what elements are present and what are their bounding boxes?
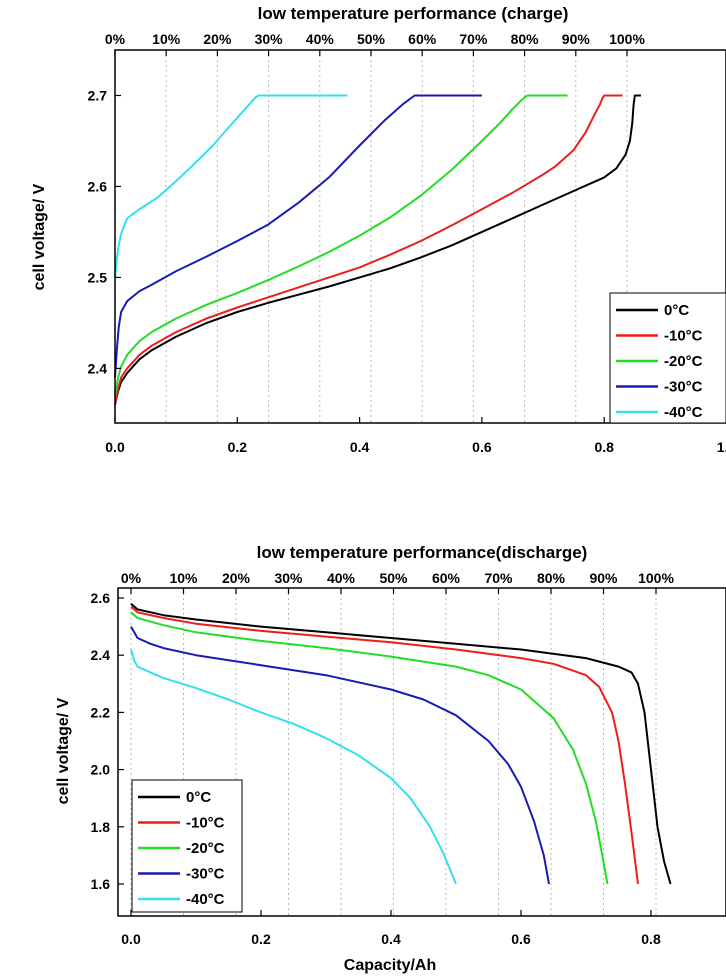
legend-label: -30°C — [664, 379, 703, 396]
series-line — [114, 94, 641, 406]
y-tick-label: 1.8 — [91, 819, 111, 835]
legend-label: -10°C — [186, 815, 225, 832]
top-axis-tick-label: 70% — [484, 570, 513, 586]
x-tick-label: 0.2 — [251, 931, 271, 947]
charge-series — [114, 94, 641, 406]
legend-label: -40°C — [664, 404, 703, 421]
discharge-chart: low temperature performance(discharge) c… — [55, 543, 726, 974]
series-line — [130, 611, 609, 885]
discharge-chart-title: low temperature performance(discharge) — [257, 543, 588, 562]
charge-legend-box — [609, 292, 726, 424]
series-line — [114, 94, 482, 378]
top-axis-tick-label: 80% — [511, 31, 540, 47]
top-axis-tick-label: 0% — [121, 570, 142, 586]
top-axis-tick-label: 70% — [459, 31, 488, 47]
y-tick-label: 2.0 — [91, 762, 111, 778]
y-tick-label: 2.2 — [91, 704, 111, 720]
top-axis-tick-label: 60% — [432, 570, 461, 586]
y-tick-label: 2.5 — [88, 269, 108, 285]
x-tick-label: 0.6 — [472, 439, 492, 455]
series-line — [130, 626, 550, 885]
discharge-legend: 0°C -10°C -20°C -30°C -40°C — [131, 779, 243, 913]
legend-label: -20°C — [186, 840, 225, 857]
top-axis-tick-label: 20% — [222, 570, 251, 586]
top-axis-tick-label: 0% — [105, 31, 126, 47]
top-axis-tick-label: 30% — [255, 31, 284, 47]
series-line — [130, 605, 639, 885]
series-line — [130, 602, 672, 885]
y-tick-label: 2.7 — [88, 87, 108, 103]
top-axis-tick-label: 40% — [327, 570, 356, 586]
series-line — [114, 94, 568, 396]
x-tick-label: 0.8 — [594, 439, 614, 455]
y-tick-label: 2.4 — [91, 647, 111, 663]
discharge-x-axis-label: Capacity/Ah — [344, 957, 436, 974]
top-axis-tick-label: 40% — [306, 31, 335, 47]
y-tick-label: 2.6 — [91, 590, 111, 606]
top-axis-tick-label: 10% — [169, 570, 198, 586]
top-axis-tick-label: 90% — [562, 31, 591, 47]
top-axis-tick-label: 30% — [274, 570, 303, 586]
y-tick-label: 1.6 — [91, 876, 111, 892]
legend-label: -30°C — [186, 866, 225, 883]
top-axis-tick-label: 60% — [408, 31, 437, 47]
x-tick-label: 0.4 — [350, 439, 370, 455]
x-tick-label: 0.6 — [511, 931, 531, 947]
legend-label: -40°C — [186, 891, 225, 908]
charge-grid — [114, 50, 628, 423]
x-tick-label: 0.0 — [121, 931, 141, 947]
top-axis-tick-label: 20% — [203, 31, 232, 47]
series-line — [130, 649, 457, 885]
legend-label: -10°C — [664, 328, 703, 345]
discharge-plot-frame — [117, 587, 726, 917]
top-axis-tick-label: 90% — [589, 570, 618, 586]
charge-chart-title: low temperature performance (charge) — [258, 4, 569, 23]
y-tick-label: 2.6 — [88, 178, 108, 194]
discharge-y-axis-label: cell voltage/ V — [55, 697, 72, 804]
top-axis-tick-label: 10% — [152, 31, 181, 47]
charge-chart: low temperature performance (charge) cel… — [31, 4, 726, 455]
top-axis-tick-label: 80% — [537, 570, 566, 586]
top-axis-tick-label: 50% — [379, 570, 408, 586]
legend-label: -20°C — [664, 353, 703, 370]
y-tick-label: 2.4 — [88, 360, 108, 376]
discharge-series — [130, 602, 672, 885]
top-axis-tick-label: 50% — [357, 31, 386, 47]
x-tick-label: 0.8 — [641, 931, 661, 947]
charge-y-axis-label: cell voltage/ V — [31, 183, 48, 290]
x-tick-label: 0.4 — [381, 931, 401, 947]
x-tick-label: 1.0 — [717, 439, 726, 455]
series-line — [114, 94, 348, 278]
x-tick-label: 0.2 — [228, 439, 248, 455]
x-tick-label: 0.0 — [105, 439, 125, 455]
series-line — [114, 94, 623, 405]
charge-axis-ticks: 0% 10% 20% 30% 40% 50% 60% 70% 80% 90% 100% 0.0 0.2 0… — [88, 31, 726, 455]
legend-label: 0°C — [664, 302, 689, 319]
charge-plot-frame — [114, 49, 726, 424]
top-axis-tick-label: 100% — [638, 570, 674, 586]
top-axis-tick-label: 100% — [609, 31, 645, 47]
charge-legend: 0°C -10°C -20°C -30°C -40°C — [609, 292, 726, 424]
discharge-legend-box — [131, 779, 243, 913]
legend-label: 0°C — [186, 789, 211, 806]
discharge-axis-ticks: 0% 10% 20% 30% 40% 50% 60% 70% 80% 90% 100% 0.0 0.2 0… — [91, 570, 675, 947]
